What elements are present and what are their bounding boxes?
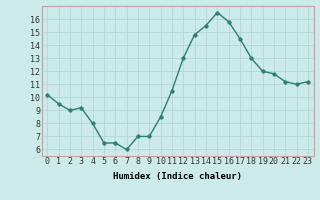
X-axis label: Humidex (Indice chaleur): Humidex (Indice chaleur) (113, 172, 242, 181)
